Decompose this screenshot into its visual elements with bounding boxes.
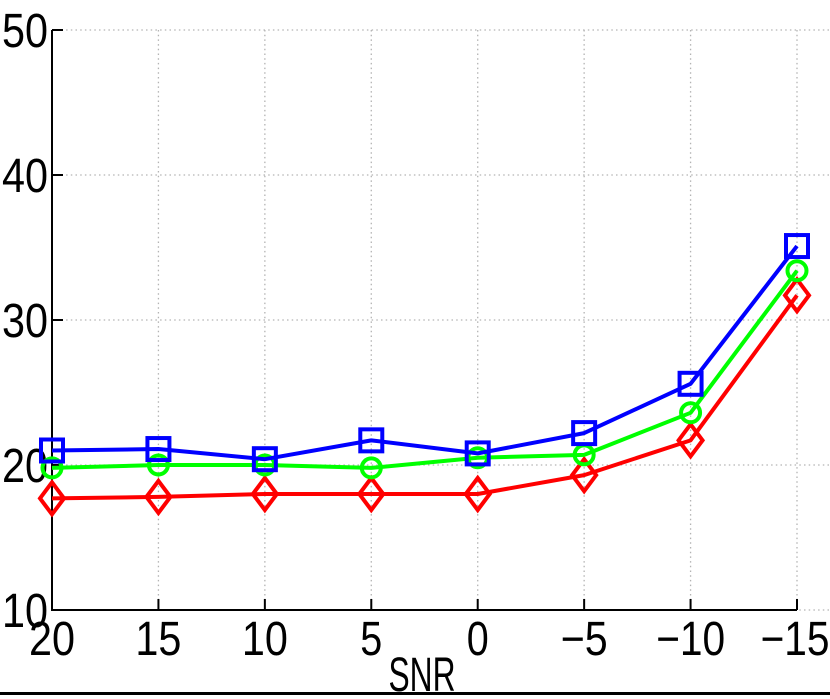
diamond-marker [356,474,386,514]
x-tick-label: −15 [761,613,830,666]
gridlines [51,29,830,611]
x-axis-title: SNR [389,649,456,699]
square-marker [145,436,172,463]
red-diamond-series [37,276,812,518]
x-tick-label: 20 [29,613,75,666]
diamond-marker [250,474,280,514]
x-tick-label: −5 [561,613,608,666]
diamond-marker [37,479,67,518]
diamond-marker [143,477,173,517]
circle-marker [359,456,383,480]
circle-marker [785,259,809,283]
y-tick-label: 50 [2,5,48,58]
square-marker [571,420,598,447]
circle-marker [679,401,703,425]
x-tick-label: 15 [135,613,181,666]
y-tick-label: 40 [2,150,48,203]
green-circle-series-line [51,269,799,470]
y-tick-label: 30 [2,295,48,348]
blue-square-series-line [51,244,799,462]
x-tick-label: 0 [467,613,489,666]
diamond-marker [782,276,812,315]
square-marker [784,233,810,260]
red-diamond-series-line [51,294,799,501]
diamond-marker [569,455,599,495]
y-tick-label: 10 [2,585,48,638]
circle-marker [146,453,170,477]
x-tick-label: 5 [360,613,382,666]
square-marker [677,370,704,397]
blue-square-series [39,233,810,473]
x-tick-label: 10 [242,613,288,666]
green-circle-series [40,259,809,480]
diamond-marker [676,421,706,460]
square-marker [39,437,65,464]
circle-marker [40,456,64,480]
square-marker [251,446,278,473]
square-marker [358,427,385,454]
square-marker [464,440,491,467]
x-tick-label: −10 [656,613,725,666]
diamond-marker [463,474,493,514]
